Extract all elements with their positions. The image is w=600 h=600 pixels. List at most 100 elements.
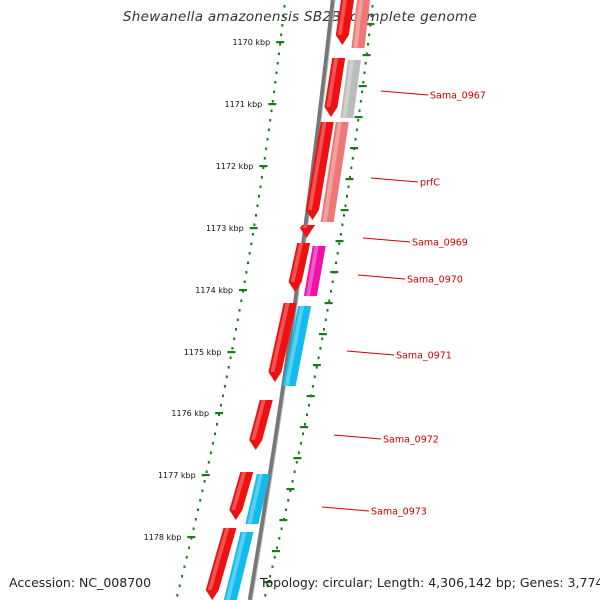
- cds-feature-shine: [231, 472, 247, 510]
- cds-feature-shine: [290, 243, 304, 282]
- cds-feature-body: [305, 122, 334, 220]
- cog-feature-shine: [284, 306, 305, 386]
- guide-dot: [223, 385, 226, 388]
- guide-dot: [326, 309, 329, 312]
- guide-dot: [361, 90, 364, 94]
- cog-feature: [320, 122, 349, 222]
- guide-dot: [305, 413, 308, 417]
- guide-dot: [229, 356, 232, 360]
- guide-dot: [278, 537, 281, 540]
- outer-tick-mark: [345, 178, 354, 181]
- outer-tick-mark: [264, 581, 273, 584]
- gene-label: Sama_0969: [412, 238, 468, 249]
- guide-dot: [363, 71, 366, 75]
- guide-dot: [295, 461, 298, 464]
- guide-dot: [275, 71, 278, 75]
- guide-dot: [351, 157, 354, 160]
- guide-dot: [301, 432, 304, 436]
- kbp-tick-mark: [276, 41, 285, 44]
- guide-dot: [245, 271, 248, 274]
- guide-dot: [254, 214, 257, 217]
- outer-tick-mark: [366, 23, 375, 26]
- outer-tick-mark: [306, 395, 315, 398]
- cog-feature: [351, 0, 370, 48]
- cog-feature: [282, 306, 312, 386]
- guide-dot: [233, 337, 236, 341]
- guide-dot: [271, 565, 274, 569]
- kbp-tick-mark: [259, 165, 268, 168]
- dotted-scale-guides: [176, 5, 374, 597]
- cog-feature-body: [282, 306, 312, 386]
- cog-feature-body: [223, 532, 254, 600]
- outer-tick-mark: [300, 426, 309, 429]
- guide-dot: [274, 81, 277, 84]
- guide-dot: [285, 508, 288, 512]
- guide-dot: [264, 594, 267, 597]
- cds-feature-body: [324, 58, 346, 117]
- genome-backbone: [247, 0, 336, 600]
- guide-dot: [201, 489, 204, 493]
- guide-dot: [269, 119, 272, 122]
- gene-label: Sama_0973: [371, 507, 427, 518]
- guide-dot: [251, 233, 254, 236]
- guide-dot: [345, 195, 348, 198]
- outer-tick-mark: [286, 488, 295, 491]
- guide-dot: [279, 43, 282, 46]
- kbp-tick-label: 1173 kbp: [206, 224, 244, 233]
- guide-dot: [243, 280, 246, 284]
- guide-dot: [221, 394, 224, 398]
- guide-dot: [178, 584, 181, 588]
- guide-dot: [231, 347, 234, 350]
- outer-tick-mark: [350, 147, 359, 150]
- guide-dot: [227, 366, 230, 369]
- cog-feature-body: [320, 122, 349, 222]
- cog-feature-body: [340, 60, 361, 118]
- guide-dot: [183, 565, 186, 569]
- guide-dot: [190, 537, 193, 540]
- kbp-tick-label: 1174 kbp: [195, 286, 233, 295]
- guide-dot: [265, 147, 268, 151]
- guide-dot: [197, 508, 200, 512]
- guide-dot: [355, 128, 358, 132]
- guide-dot: [225, 375, 228, 379]
- gene-label-leader: [346, 350, 395, 356]
- gene-label: Sama_0972: [383, 435, 439, 446]
- outer-tick-mark: [358, 85, 367, 88]
- outer-tick-mark: [279, 519, 288, 522]
- guide-dot: [188, 546, 191, 550]
- kbp-tick-label: 1178 kbp: [144, 533, 182, 542]
- guide-dot: [297, 451, 300, 455]
- kbp-tick-mark: [201, 474, 210, 477]
- guide-dot: [213, 432, 216, 436]
- guide-dot: [344, 204, 347, 208]
- guide-dot: [362, 81, 365, 84]
- gene-labels: Sama_0967 prfC Sama_0969 Sama_0970 Sama_0971…: [321, 90, 486, 518]
- cds-feature: [324, 58, 346, 117]
- gene-label-leader: [380, 90, 429, 96]
- cog-feature: [303, 246, 326, 296]
- guide-dot: [338, 242, 341, 246]
- cds-feature-shine: [207, 528, 230, 590]
- kbp-tick-mark: [239, 289, 248, 292]
- guide-dot: [341, 223, 344, 227]
- kbp-tick-label: 1172 kbp: [216, 162, 254, 171]
- gene-label-leader: [370, 177, 419, 183]
- cds-feature-body: [205, 528, 237, 600]
- kbp-tick-mark: [227, 351, 236, 354]
- guide-dot: [307, 404, 310, 407]
- guide-dot: [271, 100, 274, 103]
- gene-label-leader: [362, 237, 411, 243]
- guide-dot: [370, 14, 373, 18]
- cds-feature: [335, 0, 354, 45]
- gene-label: Sama_0970: [407, 275, 463, 286]
- cog-feature-shine: [353, 0, 363, 48]
- guide-dot: [192, 527, 195, 531]
- guide-dot: [348, 176, 351, 179]
- outer-tick-mark: [293, 457, 302, 460]
- cds-feature: [249, 400, 273, 450]
- kbp-tick-mark: [215, 412, 224, 415]
- kbp-tick-mark: [249, 227, 258, 230]
- guide-dot: [315, 366, 318, 369]
- cog-feature-shine: [305, 246, 319, 296]
